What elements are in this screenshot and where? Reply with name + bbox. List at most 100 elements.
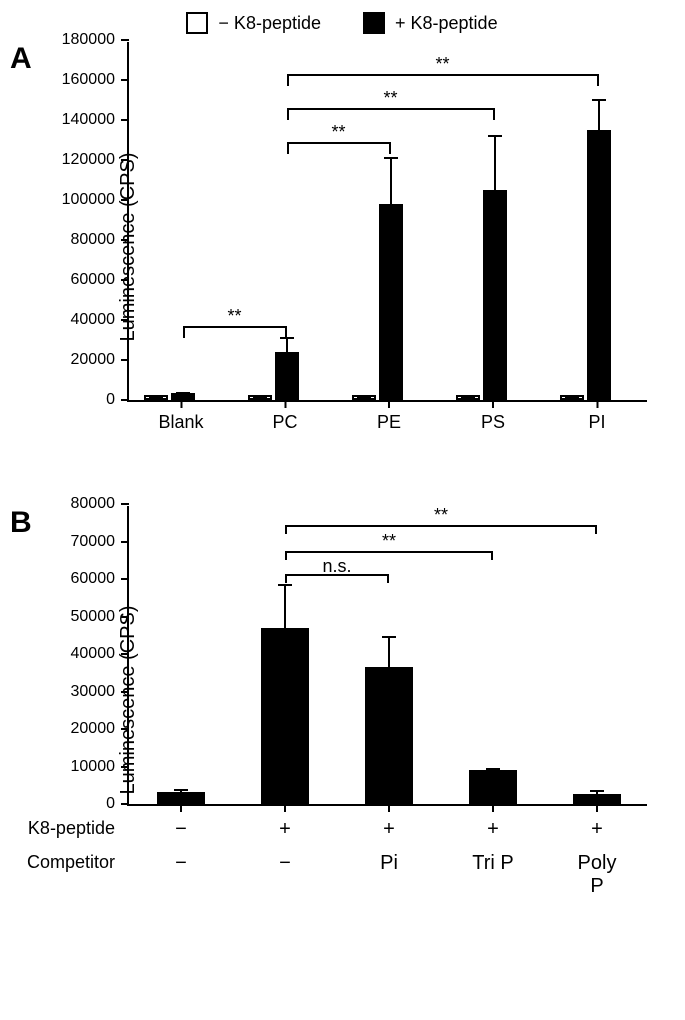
- xrow-label: K8-peptide: [28, 818, 129, 839]
- ytick: 40000: [57, 645, 129, 663]
- ytick-label: 80000: [57, 231, 121, 249]
- ytick-label: 60000: [57, 271, 121, 289]
- ytick-mark: [121, 578, 129, 580]
- ytick: 80000: [57, 231, 129, 249]
- error-bar: [571, 397, 573, 398]
- xrow-cell: Tri P: [472, 852, 513, 875]
- ytick-mark: [121, 359, 129, 361]
- xtick: [180, 804, 182, 812]
- xtick-mark: [492, 400, 494, 408]
- sig-label: **: [435, 54, 449, 75]
- error-bar: [180, 790, 182, 795]
- ytick: 20000: [57, 720, 129, 738]
- error-bar: [259, 397, 261, 398]
- bar-minus: [248, 395, 272, 400]
- bar-plus: [587, 130, 611, 400]
- xtick-label: Blank: [158, 408, 203, 433]
- panel-b-plot-area: n.s.****: [129, 506, 647, 804]
- bar-plus: [379, 204, 403, 400]
- ytick: 70000: [57, 533, 129, 551]
- ytick-label: 50000: [57, 608, 121, 626]
- error-bar: [494, 136, 496, 192]
- sig-bracket: **: [183, 326, 287, 338]
- ytick-mark: [121, 691, 129, 693]
- panel-a-chart: ******** 0200004000060000800001000001200…: [127, 42, 647, 402]
- ytick-mark: [121, 503, 129, 505]
- legend-item-minus: − K8-peptide: [186, 12, 321, 34]
- xtick-label: PI: [588, 408, 605, 433]
- xtick-mark: [388, 804, 390, 812]
- xtick-label: PS: [481, 408, 505, 433]
- ytick-mark: [121, 653, 129, 655]
- ytick-label: 80000: [57, 495, 121, 513]
- xrow-cell: −: [175, 818, 187, 841]
- error-bar: [284, 585, 286, 630]
- ytick-label: 140000: [57, 111, 121, 129]
- legend-swatch-plus: [363, 12, 385, 34]
- ytick-mark: [121, 79, 129, 81]
- ytick-mark: [121, 803, 129, 805]
- panel-a-plot-area: ********: [129, 42, 647, 400]
- xtick-mark: [284, 804, 286, 812]
- panel-b-label: B: [10, 506, 32, 540]
- ytick: 40000: [57, 311, 129, 329]
- ytick-label: 0: [57, 391, 121, 409]
- ytick-label: 100000: [57, 191, 121, 209]
- bar-plus: [171, 393, 195, 400]
- ytick-label: 70000: [57, 533, 121, 551]
- ytick: 10000: [57, 758, 129, 776]
- ytick-mark: [121, 39, 129, 41]
- bar-group: [144, 393, 195, 400]
- error-bar: [492, 769, 494, 773]
- error-bar: [286, 338, 288, 354]
- bar: [157, 792, 205, 804]
- ytick-mark: [121, 119, 129, 121]
- ytick-mark: [121, 199, 129, 201]
- ytick-label: 180000: [57, 31, 121, 49]
- bar-minus: [560, 395, 584, 400]
- ytick: 80000: [57, 495, 129, 513]
- legend-label-minus: − K8-peptide: [218, 13, 321, 34]
- ytick-label: 160000: [57, 71, 121, 89]
- error-bar: [155, 397, 157, 398]
- ytick-label: 10000: [57, 758, 121, 776]
- bar-plus: [483, 190, 507, 400]
- error-bar: [390, 158, 392, 206]
- ytick-mark: [121, 766, 129, 768]
- sig-label: **: [382, 531, 396, 552]
- xrow-label: Competitor: [27, 852, 129, 873]
- xrow-cell: +: [279, 818, 291, 841]
- ytick: 180000: [57, 31, 129, 49]
- ytick-mark: [121, 279, 129, 281]
- ytick-label: 120000: [57, 151, 121, 169]
- bar: [365, 667, 413, 804]
- bar: [573, 794, 621, 805]
- sig-bracket: **: [285, 525, 597, 534]
- legend-swatch-minus: [186, 12, 208, 34]
- bar: [261, 628, 309, 804]
- ytick-label: 40000: [57, 645, 121, 663]
- xtick: PC: [272, 400, 297, 433]
- ytick: 160000: [57, 71, 129, 89]
- legend-label-plus: + K8-peptide: [395, 13, 498, 34]
- xtick-label: PC: [272, 408, 297, 433]
- ytick-mark: [121, 399, 129, 401]
- error-bar: [363, 397, 365, 398]
- bar-minus: [456, 395, 480, 400]
- ytick-mark: [121, 616, 129, 618]
- ytick: 0: [57, 795, 129, 813]
- xtick-mark: [492, 804, 494, 812]
- legend-item-plus: + K8-peptide: [363, 12, 498, 34]
- xtick-mark: [180, 400, 182, 408]
- panel-a-label: A: [10, 42, 32, 76]
- sig-label: **: [383, 88, 397, 109]
- xtick: PI: [588, 400, 605, 433]
- xtick: [284, 804, 286, 812]
- xrow-cell: +: [591, 818, 603, 841]
- ytick: 60000: [57, 271, 129, 289]
- sig-bracket: **: [287, 108, 495, 120]
- panel-b: B Luminescence (CPS) n.s.**** 0100002000…: [12, 506, 672, 894]
- ytick-label: 30000: [57, 683, 121, 701]
- panel-b-chart: n.s.**** 0100002000030000400005000060000…: [127, 506, 647, 806]
- xtick-mark: [284, 400, 286, 408]
